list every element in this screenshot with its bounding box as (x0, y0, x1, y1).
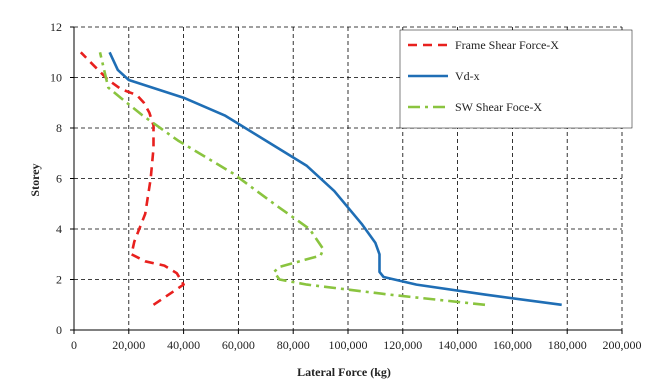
series-line-2 (108, 51, 562, 307)
y-tick-label: 2 (56, 273, 62, 287)
y-axis-ticks: 0 2 4 6 8 10 12 (50, 20, 74, 337)
series-line-3 (98, 52, 486, 307)
x-tick-label: 0 (71, 338, 77, 352)
series-lines (79, 51, 562, 307)
y-tick-label: 6 (56, 172, 62, 186)
series-line-1 (79, 51, 185, 306)
x-tick-label: 120,000 (383, 338, 422, 352)
y-tick-label: 8 (56, 121, 62, 135)
legend-box (399, 29, 633, 129)
x-tick-label: 160,000 (493, 338, 532, 352)
legend-label-1: Frame Shear Force-X (455, 38, 559, 52)
x-tick-label: 60,000 (222, 338, 255, 352)
y-tick-label: 4 (56, 222, 62, 236)
legend: Frame Shear Force-X Vd-x SW Shear Foce-X (399, 29, 633, 129)
x-axis-ticks: 0 20,000 40,000 60,000 80,000 100,000 120,000 1… (71, 330, 642, 352)
x-tick-label: 180,000 (548, 338, 587, 352)
x-tick-label: 40,000 (167, 338, 200, 352)
x-tick-label: 200,000 (603, 338, 642, 352)
x-tick-label: 100,000 (329, 338, 368, 352)
y-axis-title: Storey (28, 163, 42, 196)
legend-label-3: SW Shear Foce-X (455, 100, 542, 114)
y-tick-label: 10 (50, 71, 62, 85)
x-axis-title: Lateral Force (kg) (297, 365, 391, 379)
legend-label-2: Vd-x (455, 69, 480, 83)
x-tick-label: 20,000 (112, 338, 145, 352)
x-tick-label: 80,000 (277, 338, 310, 352)
y-tick-label: 0 (56, 323, 62, 337)
x-tick-label: 140,000 (438, 338, 477, 352)
y-tick-label: 12 (50, 20, 62, 34)
